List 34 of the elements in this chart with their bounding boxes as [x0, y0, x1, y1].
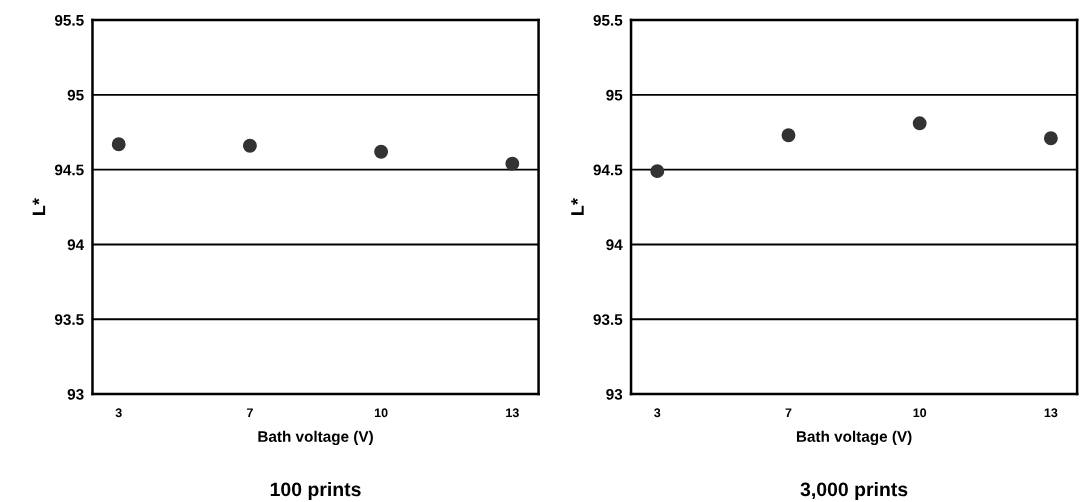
point — [1043, 131, 1058, 146]
x-tick-label: 10 — [374, 408, 388, 418]
y-tick-label: 94 — [67, 239, 85, 251]
y-tick-label: 95.5 — [54, 14, 84, 26]
x-tick-label: 7 — [246, 408, 253, 418]
point — [650, 164, 665, 179]
y-tick-label: 93.5 — [593, 314, 623, 325]
x-tick-label: 7 — [785, 408, 792, 418]
x-tick-label: 10 — [913, 408, 927, 418]
y-tick-label: 93 — [67, 388, 84, 400]
x-tick-label: 13 — [506, 408, 519, 418]
y-axis-title: L* — [32, 198, 46, 215]
point — [505, 156, 520, 171]
y-tick-label: 94.5 — [593, 164, 623, 176]
y-tick-label: 94 — [606, 239, 623, 251]
y-tick-label: 95 — [606, 89, 623, 101]
text: 3,000 prints — [800, 481, 908, 501]
x-axis-title: Bath voltage (V) — [796, 430, 912, 446]
point — [912, 116, 927, 131]
y-tick-label: 93 — [606, 388, 623, 400]
point — [111, 137, 126, 152]
point — [242, 138, 257, 153]
point — [781, 128, 796, 143]
x-tick-label: 3 — [654, 408, 661, 418]
y-tick-label: 94.5 — [54, 164, 84, 176]
text: 100 prints — [270, 481, 361, 501]
x-tick-label: 3 — [115, 408, 122, 418]
point — [374, 144, 389, 159]
y-tick-label: 95.5 — [593, 14, 623, 26]
y-axis-title: L* — [571, 198, 584, 215]
y-tick-label: 95 — [67, 89, 84, 101]
y-tick-label: 93.5 — [54, 314, 84, 325]
x-axis-title: Bath voltage (V) — [258, 430, 373, 446]
x-tick-label: 13 — [1044, 408, 1058, 418]
